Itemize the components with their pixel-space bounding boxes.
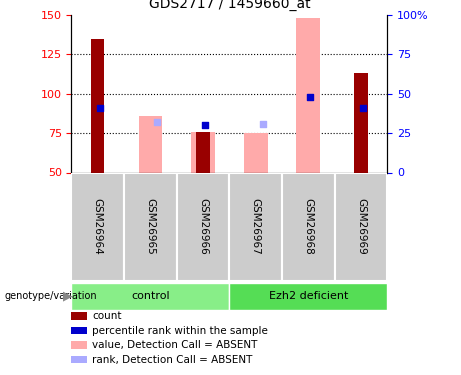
Text: GSM26964: GSM26964: [93, 198, 103, 255]
Text: GSM26968: GSM26968: [303, 198, 313, 255]
FancyBboxPatch shape: [71, 172, 124, 281]
Text: count: count: [92, 311, 122, 321]
Point: [259, 121, 266, 127]
FancyBboxPatch shape: [124, 172, 177, 281]
Point: [154, 119, 161, 125]
Point: [359, 105, 366, 111]
FancyBboxPatch shape: [282, 172, 335, 281]
Bar: [71, 341, 87, 349]
FancyBboxPatch shape: [71, 283, 229, 310]
Point: [96, 105, 104, 111]
Text: control: control: [131, 291, 170, 301]
FancyBboxPatch shape: [229, 172, 282, 281]
Bar: [139, 116, 162, 172]
FancyBboxPatch shape: [177, 172, 229, 281]
FancyBboxPatch shape: [229, 283, 387, 310]
Text: value, Detection Call = ABSENT: value, Detection Call = ABSENT: [92, 340, 258, 350]
Bar: [196, 132, 210, 172]
Text: rank, Detection Call = ABSENT: rank, Detection Call = ABSENT: [92, 355, 253, 364]
Bar: [71, 312, 87, 320]
Text: GSM26967: GSM26967: [251, 198, 260, 255]
Text: genotype/variation: genotype/variation: [5, 291, 97, 301]
Bar: [91, 39, 104, 173]
Text: percentile rank within the sample: percentile rank within the sample: [92, 326, 268, 336]
Bar: [71, 356, 87, 363]
Title: GDS2717 / 1459660_at: GDS2717 / 1459660_at: [148, 0, 310, 11]
Text: Ezh2 deficient: Ezh2 deficient: [269, 291, 348, 301]
Text: GSM26965: GSM26965: [145, 198, 155, 255]
Bar: [191, 132, 215, 172]
Point: [307, 94, 314, 100]
Bar: [244, 133, 267, 172]
Point: [201, 122, 209, 128]
Bar: [355, 73, 367, 172]
Bar: [296, 18, 320, 172]
Text: GSM26969: GSM26969: [356, 198, 366, 255]
Text: ▶: ▶: [64, 290, 73, 303]
Bar: [71, 327, 87, 334]
FancyBboxPatch shape: [335, 172, 387, 281]
Text: GSM26966: GSM26966: [198, 198, 208, 255]
